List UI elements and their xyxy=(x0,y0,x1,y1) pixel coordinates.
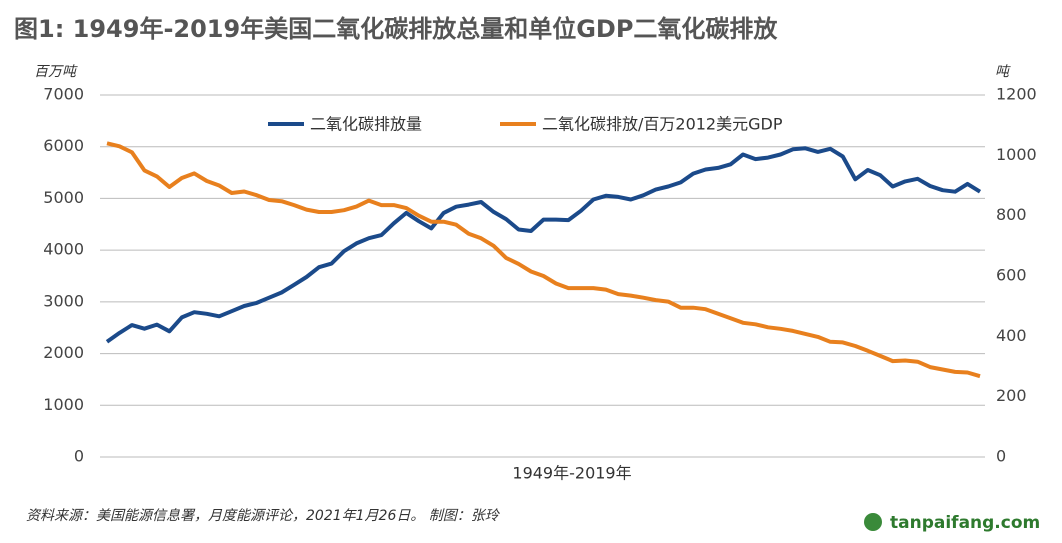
y2-tick-label: 400 xyxy=(996,326,1027,345)
y-axis-label: 百万吨 xyxy=(34,64,78,80)
y-tick-label: 7000 xyxy=(43,85,84,104)
chart-title: 图1: 1949年-2019年美国二氧化碳排放总量和单位GDP二氧化碳排放 xyxy=(14,15,778,43)
y2-tick-label: 800 xyxy=(996,205,1027,224)
y2-tick-label: 1200 xyxy=(996,85,1037,104)
y2-axis-label: 吨 xyxy=(995,64,1011,80)
y2-tick-label: 1000 xyxy=(996,145,1037,164)
series-line xyxy=(105,146,982,344)
y2-tick-label: 200 xyxy=(996,386,1027,405)
source: 资料来源：美国能源信息署，月度能源评论，2021年1月26日。 制图：张玲 xyxy=(26,508,501,524)
x-axis-label: 1949年-2019年 xyxy=(512,464,631,483)
y-tick-label: 1000 xyxy=(43,395,84,414)
logo xyxy=(864,513,882,531)
y2-tick-label: 0 xyxy=(996,447,1006,466)
series-line xyxy=(106,141,981,379)
legend-label: 二氧化碳排放量 xyxy=(310,115,422,134)
watermark: tanpaifang.com xyxy=(890,513,1040,533)
y-tick-label: 0 xyxy=(74,447,84,466)
y-tick-label: 5000 xyxy=(43,188,84,207)
y-tick-label: 4000 xyxy=(43,240,84,259)
y-tick-label: 2000 xyxy=(43,343,84,362)
y-tick-label: 3000 xyxy=(43,291,84,310)
y2-tick-label: 600 xyxy=(996,266,1027,285)
legend-label: 二氧化碳排放/百万2012美元GDP xyxy=(542,115,783,134)
y-tick-label: 6000 xyxy=(43,136,84,155)
